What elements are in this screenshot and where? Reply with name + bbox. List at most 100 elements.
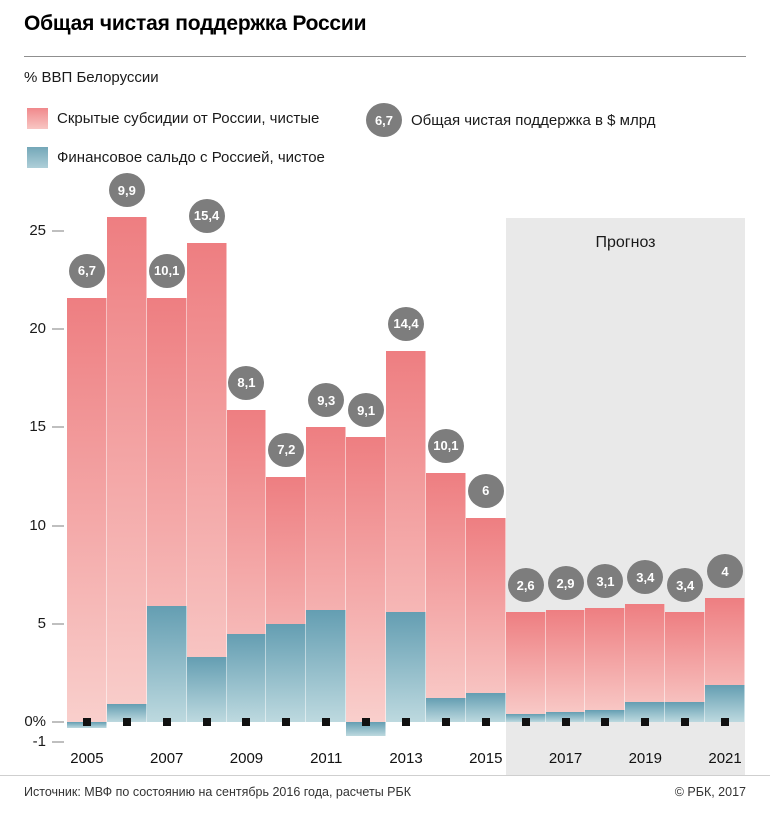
x-tick-label-2019: 2019 [628, 750, 662, 767]
value-bubble-2020: 3,4 [667, 568, 704, 603]
bar-subsidies-2015 [465, 517, 506, 722]
value-bubble-2006: 9,9 [108, 173, 145, 208]
bar-balance-2014 [425, 698, 466, 722]
bar-balance-2006 [106, 704, 147, 722]
value-bubble-2008: 15,4 [188, 198, 225, 233]
legend-balance-label: Финансовое сальдо с Россией, чистое [57, 149, 325, 166]
x-tick-label-2007: 2007 [150, 750, 184, 767]
y-tick-dash--1 [52, 740, 64, 743]
bar-subsidies-2019 [625, 604, 666, 722]
zero-marker-2005 [82, 717, 91, 726]
title-divider [24, 56, 746, 57]
y-tick-label-10: 10 [29, 516, 46, 534]
y-tick-label-15: 15 [29, 418, 46, 436]
zero-marker-2021 [721, 717, 730, 726]
bar-balance-2011 [306, 610, 347, 722]
gray-value-bubble-icon: 6,7 [366, 103, 402, 137]
y-tick-label-5: 5 [37, 614, 46, 632]
zero-marker-2006 [122, 717, 131, 726]
bar-subsidies-2008 [186, 242, 227, 722]
balance-swatch-icon [27, 147, 48, 168]
zero-marker-2014 [441, 717, 450, 726]
value-bubble-2021: 4 [707, 554, 744, 589]
legend-item-subsidies: Скрытые субсидии от России, чистые [27, 108, 319, 129]
zero-marker-2018 [601, 717, 610, 726]
zero-marker-2013 [402, 717, 410, 726]
legend-subsidies-label: Скрытые субсидии от России, чистые [57, 110, 320, 127]
legend-item-bubble: 6,7 Общая чистая поддержка в $ млрд [366, 103, 655, 137]
bar-balance-2020 [665, 702, 706, 722]
value-bubble-2017: 2,9 [547, 566, 584, 601]
bar-balance-2007 [146, 606, 187, 722]
subsidies-swatch-icon [27, 108, 48, 129]
source-note: Источник: МВФ по состоянию на сентябрь 2… [24, 785, 411, 799]
x-tick-label-2021: 2021 [708, 750, 742, 767]
value-bubble-2013: 14,4 [388, 306, 424, 341]
value-bubble-2005: 6,7 [68, 253, 105, 288]
zero-marker-2016 [521, 717, 530, 726]
bar-subsidies-2014 [425, 472, 466, 722]
x-tick-label-2005: 2005 [70, 750, 104, 767]
x-tick-label-2009: 2009 [229, 750, 264, 767]
y-tick-dash-0 [52, 721, 64, 723]
value-bubble-2016: 2,6 [507, 568, 544, 603]
y-tick-label-25: 25 [29, 222, 46, 239]
y-tick-dash-25 [52, 230, 64, 232]
y-tick-dash-20 [52, 328, 64, 331]
copyright-note: © РБК, 2017 [674, 785, 746, 799]
bar-subsidies-2018 [585, 608, 626, 722]
x-tick-label-2011: 2011 [310, 750, 343, 767]
bar-balance-2017 [545, 712, 586, 722]
y-tick-dash-5 [52, 622, 64, 625]
value-bubble-2009: 8,1 [228, 365, 265, 400]
bar-subsidies-2005 [67, 297, 107, 722]
forecast-label: Прогноз [595, 234, 656, 251]
footer-divider [0, 775, 770, 776]
y-tick-dash-15 [52, 426, 64, 429]
zero-marker-2012 [362, 717, 371, 726]
bar-subsidies-2017 [545, 610, 586, 722]
bar-subsidies-2016 [505, 612, 546, 722]
bar-balance-2013 [386, 612, 426, 722]
value-bubble-2010: 7,2 [268, 432, 305, 467]
value-bubble-2019: 3,4 [627, 560, 664, 595]
zero-marker-2007 [162, 717, 171, 726]
y-tick-dash-10 [52, 524, 64, 527]
x-tick-label-2015: 2015 [469, 750, 503, 767]
value-bubble-2014: 10,1 [427, 428, 464, 463]
bar-balance-2019 [625, 702, 666, 722]
page-title: Общая чистая поддержка России [24, 12, 367, 35]
bar-balance-2010 [266, 623, 307, 722]
zero-marker-2015 [481, 717, 490, 726]
bar-subsidies-2006 [106, 217, 147, 722]
bar-subsidies-2012 [346, 437, 387, 722]
value-bubble-2007: 10,1 [148, 253, 185, 288]
x-tick-label-2013: 2013 [389, 750, 423, 767]
value-bubble-2012: 9,1 [348, 393, 385, 428]
bar-balance-2009 [226, 633, 267, 722]
value-bubble-2018: 3,1 [587, 564, 624, 599]
value-bubble-2015: 6 [467, 473, 504, 508]
y-tick-label-0: 0% [24, 713, 46, 730]
zero-marker-2019 [641, 717, 650, 726]
legend-item-balance: Финансовое сальдо с Россией, чистое [27, 147, 325, 168]
zero-marker-2011 [322, 717, 331, 726]
zero-marker-2020 [681, 717, 690, 726]
zero-marker-2009 [242, 717, 251, 726]
bar-balance-2012 [346, 722, 387, 736]
zero-marker-2008 [202, 717, 211, 726]
bar-balance-2008 [186, 657, 227, 722]
zero-marker-2017 [561, 717, 570, 726]
y-tick-label--1: -1 [32, 732, 46, 750]
bar-balance-2018 [585, 710, 626, 722]
bar-balance-2021 [705, 684, 745, 722]
legend-bubble-label: Общая чистая поддержка в $ млрд [411, 111, 656, 129]
zero-marker-2010 [282, 717, 291, 726]
y-tick-label-20: 20 [29, 320, 46, 338]
x-tick-label-2017: 2017 [548, 750, 583, 767]
value-bubble-2011: 9,3 [308, 383, 345, 418]
axis-unit-label: % ВВП Белоруссии [24, 69, 159, 86]
bar-balance-2015 [465, 692, 506, 722]
